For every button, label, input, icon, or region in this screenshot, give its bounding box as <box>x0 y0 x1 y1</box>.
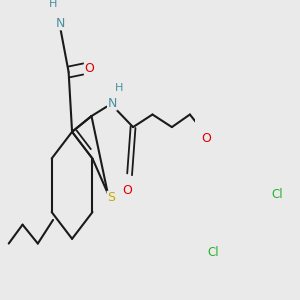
Text: N: N <box>108 97 117 110</box>
Text: H: H <box>49 0 58 9</box>
Text: O: O <box>123 184 133 196</box>
Text: Cl: Cl <box>271 188 283 201</box>
Text: H: H <box>115 83 123 93</box>
Text: N: N <box>56 17 65 30</box>
Text: S: S <box>107 191 115 204</box>
Text: Cl: Cl <box>208 247 219 260</box>
Text: O: O <box>201 132 211 145</box>
Text: O: O <box>85 62 94 75</box>
